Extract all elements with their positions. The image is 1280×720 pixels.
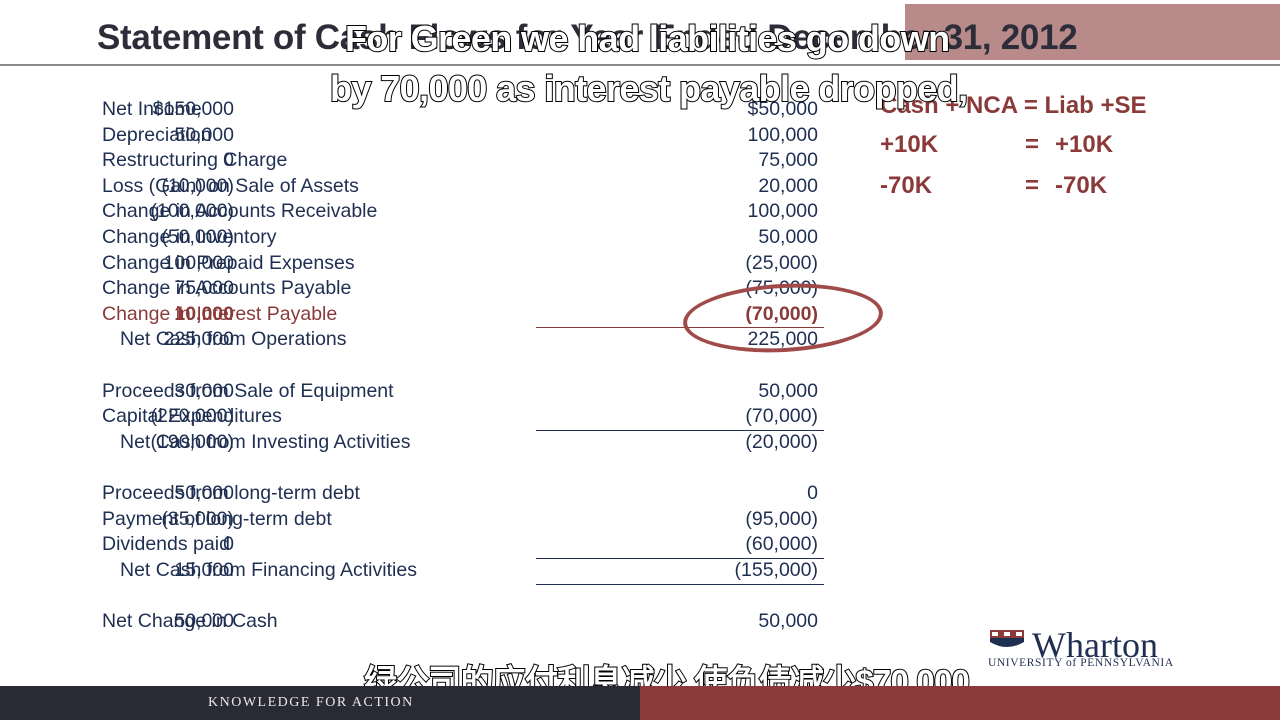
table-row: Change in Prepaid Expenses 100,000 (25,0… [0, 252, 840, 278]
row-value-col1: 15,000 [174, 559, 234, 581]
row-value-col2: (25,000) [745, 252, 818, 274]
row-value-col1: 75,000 [174, 277, 234, 299]
row-label: Proceeds from long-term debt [102, 482, 360, 504]
row-value-col1: 30,000 [174, 380, 234, 402]
row-value-col1: (50,000) [161, 226, 234, 248]
penn-shield-icon [990, 630, 1024, 647]
equation-equals-sign: = [1025, 172, 1040, 199]
row-label: Payment of long-term debt [102, 508, 332, 530]
subtotal-rule [536, 558, 824, 559]
table-row-total: Net Cash from Financing Activities 15,00… [0, 559, 840, 585]
equation-left-value: +10K [880, 131, 939, 158]
row-value-col1: (190,000) [150, 431, 234, 453]
equation-left-value: -70K [880, 172, 933, 199]
row-value-col2: 20,000 [758, 175, 818, 197]
row-value-col2: (70,000) [745, 405, 818, 427]
row-value-col1: 100,000 [163, 252, 235, 274]
equation-header: Cash + NCA = Liab +SE [880, 92, 1147, 119]
table-row-total: Net Cash from Operations 225,000 225,000 [0, 328, 840, 354]
row-value-col2: 0 [807, 482, 818, 504]
equation-equals-sign: = [1025, 131, 1040, 158]
row-label: Proceeds from Sale of Equipment [102, 380, 394, 402]
slide-title: Statement of Cash Flows for Year Ended D… [97, 18, 1078, 57]
row-value-col2: 75,000 [758, 149, 818, 171]
row-value-col1: 0 [223, 533, 234, 555]
row-label: Restructuring Charge [102, 149, 288, 171]
row-value-col2: 50,000 [758, 610, 818, 632]
row-value-col2: (70,000) [745, 303, 818, 325]
row-label: Loss (Gain) on Sale of Assets [102, 175, 359, 197]
row-value-col1: 50,000 [174, 482, 234, 504]
equation-right-value: -70K [1055, 172, 1108, 199]
row-value-col1: (220,000) [150, 405, 234, 427]
row-value-col1: 225,000 [163, 328, 235, 350]
table-row: Restructuring Charge 0 75,000 [0, 149, 840, 175]
title-divider [0, 64, 1280, 66]
row-label: Change in Inventory [102, 226, 277, 248]
row-label: Net Cash from Financing Activities [120, 559, 417, 581]
subtotal-rule [536, 327, 824, 328]
table-row: Change in Inventory (50,000) 50,000 [0, 226, 840, 252]
table-row: Proceeds from Sale of Equipment 30,000 5… [0, 380, 840, 406]
row-value-col2: (95,000) [745, 508, 818, 530]
row-value-col1: (35,000) [161, 508, 234, 530]
total-rule [536, 584, 824, 585]
subtotal-rule [536, 430, 824, 431]
row-label: Net Cash from Operations [120, 328, 347, 350]
equation-right-value: +10K [1055, 131, 1114, 158]
university-name: UNIVERSITY of PENNSYLVANIA [988, 657, 1174, 669]
row-label: Net Income [102, 98, 202, 120]
row-label: Depreciation [102, 124, 212, 146]
row-value-col2: 100,000 [747, 124, 819, 146]
table-row-highlighted: Change in Interest Payable 10,000 (70,00… [0, 303, 840, 329]
table-row: Capital Expenditures (220,000) (70,000) [0, 405, 840, 431]
footer-tagline: KNOWLEDGE FOR ACTION [208, 695, 414, 710]
row-value-col1: 50,000 [174, 124, 234, 146]
footer-bar-right [640, 686, 1280, 720]
row-value-col2: (155,000) [734, 559, 818, 581]
row-value-col1: 10,000 [174, 303, 234, 325]
row-value-col1: (100,000) [150, 200, 234, 222]
row-value-col1: $150,000 [152, 98, 234, 120]
table-row: Change in Accounts Receivable (100,000) … [0, 200, 840, 226]
table-row: Loss (Gain) on Sale of Assets (10,000) 2… [0, 175, 840, 201]
row-label: Net Cash from Investing Activities [120, 431, 411, 453]
row-value-col2: 100,000 [747, 200, 819, 222]
row-value-col1: 50,000 [174, 610, 234, 632]
row-value-col2: (20,000) [745, 431, 818, 453]
table-row-net-change: Net Change in Cash 50,000 50,000 [0, 610, 840, 636]
table-row-total: Net Cash from Investing Activities (190,… [0, 431, 840, 457]
row-value-col2: 50,000 [758, 226, 818, 248]
row-label: Change in Accounts Receivable [102, 200, 378, 222]
row-label: Change in Accounts Payable [102, 277, 352, 299]
footer-bar-left [0, 686, 640, 720]
row-label: Net Change in Cash [102, 610, 278, 632]
row-value-col2: 225,000 [747, 328, 819, 350]
table-row: Payment of long-term debt (35,000) (95,0… [0, 508, 840, 534]
table-row: Depreciation 50,000 100,000 [0, 124, 840, 150]
row-label: Capital Expenditures [102, 405, 282, 427]
caption-line-2: by 70,000 as interest payable dropped, [329, 67, 969, 110]
table-row: Net Income $150,000 $50,000 [0, 98, 840, 124]
row-label: Change in Interest Payable [102, 303, 338, 325]
table-row: Proceeds from long-term debt 50,000 0 [0, 482, 840, 508]
table-row: Dividends paid 0 (60,000) [0, 533, 840, 559]
row-value-col2: (75,000) [745, 277, 818, 299]
row-label: Dividends paid [102, 533, 230, 555]
row-label: Change in Prepaid Expenses [102, 252, 355, 274]
row-value-col2: (60,000) [745, 533, 818, 555]
wharton-logo: Wharton [1032, 625, 1158, 665]
row-value-col1: (10,000) [161, 175, 234, 197]
row-value-col2: $50,000 [747, 98, 819, 120]
caption-line-1: For Green we had liabilities go down [344, 17, 951, 60]
table-row: Change in Accounts Payable 75,000 (75,00… [0, 277, 840, 303]
row-value-col2: 50,000 [758, 380, 818, 402]
row-value-col1: 0 [223, 149, 234, 171]
header-accent-block [905, 4, 1280, 60]
